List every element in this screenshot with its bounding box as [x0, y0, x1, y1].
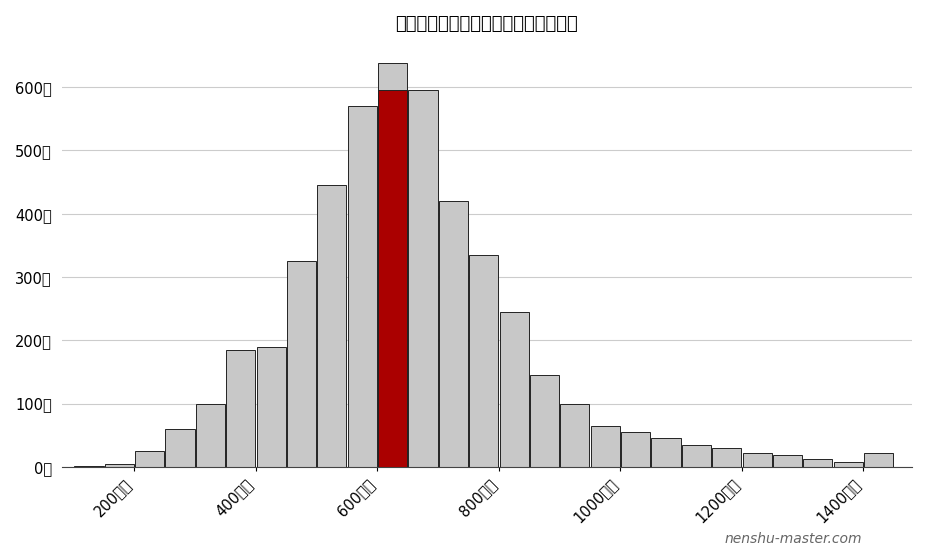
Bar — [833, 462, 863, 467]
Bar — [681, 444, 711, 467]
Bar — [773, 456, 802, 467]
Bar — [135, 451, 164, 467]
Bar — [590, 426, 620, 467]
Bar — [560, 404, 590, 467]
Bar — [257, 346, 286, 467]
Text: nenshu-master.com: nenshu-master.com — [725, 532, 862, 546]
Bar — [378, 90, 407, 467]
Bar — [743, 453, 771, 467]
Bar — [621, 432, 650, 467]
Bar — [469, 255, 499, 467]
Bar — [226, 350, 255, 467]
Bar — [804, 460, 832, 467]
Bar — [864, 453, 894, 467]
Bar — [409, 90, 438, 467]
Bar — [348, 106, 377, 467]
Bar — [712, 448, 742, 467]
Bar — [438, 201, 468, 467]
Bar — [378, 63, 407, 467]
Bar — [287, 261, 316, 467]
Bar — [652, 438, 680, 467]
Bar — [105, 463, 133, 467]
Title: ダイハツディーゼルの年収ポジション: ダイハツディーゼルの年収ポジション — [396, 15, 578, 33]
Bar — [530, 375, 559, 467]
Bar — [317, 185, 347, 467]
Bar — [196, 404, 225, 467]
Bar — [165, 429, 195, 467]
Bar — [500, 312, 528, 467]
Bar — [74, 466, 104, 467]
